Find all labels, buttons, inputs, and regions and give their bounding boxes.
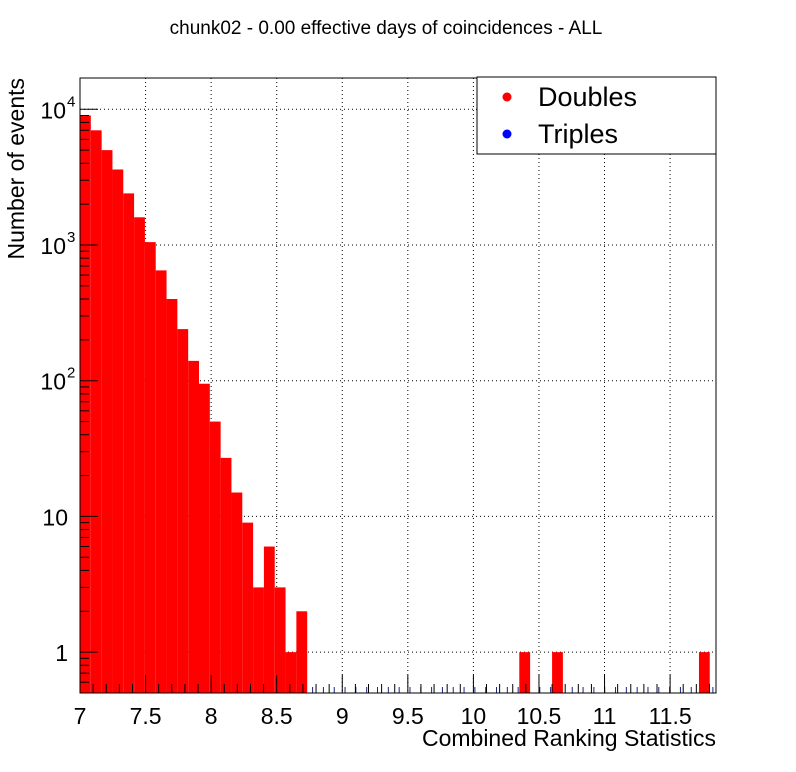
chart-title: chunk02 - 0.00 effective days of coincid… xyxy=(170,18,603,39)
x-axis: 7 7.5 8 8.5 9 9.5 10 10.5 11 11.5 xyxy=(74,675,710,729)
bar-doubles xyxy=(231,492,243,693)
bar-doubles xyxy=(698,652,710,693)
y-tick-exponent: 4 xyxy=(67,93,75,110)
legend-doubles-marker xyxy=(502,92,512,102)
bar-doubles xyxy=(166,299,178,693)
y-tick-exponent: 2 xyxy=(67,365,75,382)
y-tick-label: 10 xyxy=(42,504,68,530)
bar-doubles xyxy=(209,421,221,693)
legend-box xyxy=(476,76,717,155)
bar-doubles xyxy=(155,270,167,693)
histogram-bars xyxy=(80,115,710,694)
y-axis-label: Number of events xyxy=(3,78,29,260)
x-tick-label: 9 xyxy=(336,703,349,729)
bar-doubles xyxy=(220,457,232,693)
bar-doubles xyxy=(80,115,91,694)
bar-doubles xyxy=(144,242,156,693)
bar-doubles xyxy=(134,217,145,693)
y-tick-label: 1 xyxy=(55,640,68,666)
x-tick-label: 10.5 xyxy=(517,703,562,729)
bar-doubles xyxy=(242,522,254,693)
x-tick-label: 7.5 xyxy=(130,703,162,729)
x-tick-label: 8.5 xyxy=(261,703,293,729)
legend: Doubles Triples xyxy=(476,76,717,155)
y-tick-label: 10 xyxy=(40,369,66,395)
bar-doubles xyxy=(123,193,135,693)
bar-doubles xyxy=(177,329,189,693)
x-tick-label: 11.5 xyxy=(649,703,692,729)
x-tick-label: 9.5 xyxy=(392,703,424,729)
bar-doubles xyxy=(253,587,264,693)
x-tick-label: 7 xyxy=(74,703,87,729)
bar-doubles xyxy=(90,130,102,693)
x-axis-label: Combined Ranking Statistics xyxy=(422,725,716,751)
legend-triples-label: Triples xyxy=(538,119,618,149)
x-tick-label: 8 xyxy=(205,703,218,729)
bar-doubles xyxy=(101,150,113,694)
x-tick-label: 10 xyxy=(461,703,487,729)
bar-doubles xyxy=(274,587,286,693)
bar-doubles xyxy=(519,652,531,693)
bar-doubles xyxy=(188,360,200,693)
bar-doubles xyxy=(552,652,563,693)
y-tick-label: 10 xyxy=(40,233,66,259)
bar-doubles xyxy=(112,169,124,694)
bar-doubles xyxy=(263,546,275,693)
x-tick-label: 11 xyxy=(593,703,617,729)
plot-frame xyxy=(79,77,717,694)
bar-doubles xyxy=(199,383,210,693)
bar-doubles xyxy=(296,611,308,693)
y-tick-label: 10 xyxy=(40,97,66,123)
y-tick-exponent: 3 xyxy=(67,229,75,246)
bar-doubles xyxy=(285,652,297,693)
legend-doubles-label: Doubles xyxy=(538,82,637,112)
legend-triples-marker xyxy=(502,129,512,139)
